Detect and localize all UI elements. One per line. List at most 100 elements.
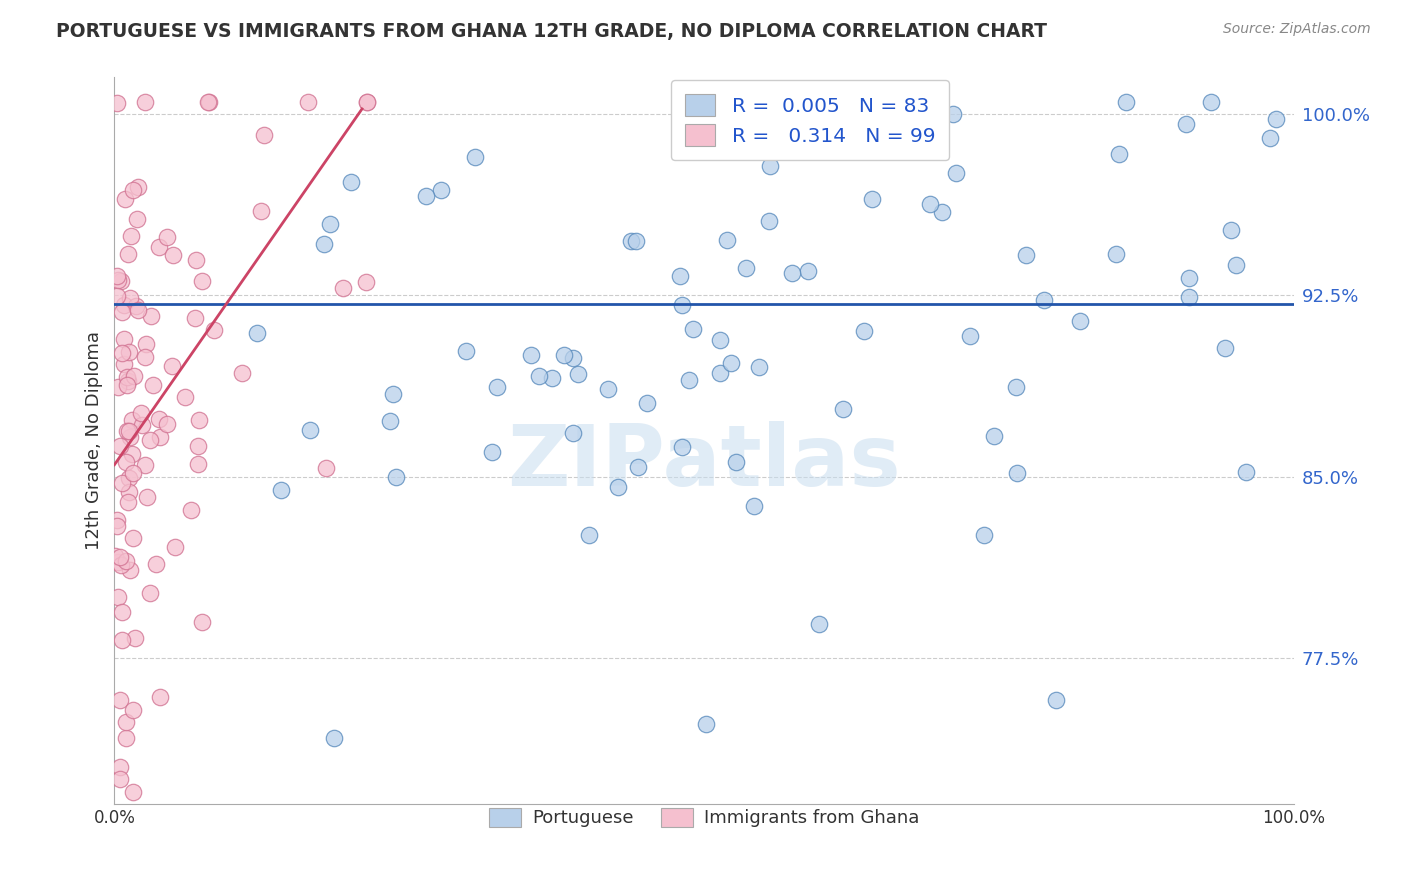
Point [1258,131,1281,145]
Point [112,357,135,371]
Point [197,95,219,109]
Point [125,299,148,313]
Point [107,272,129,286]
Point [598,382,620,396]
Point [1199,95,1222,109]
Point [202,323,225,337]
Point [356,95,378,109]
Point [145,557,167,571]
Point [110,772,132,787]
Point [385,470,408,484]
Point [111,305,134,319]
Point [115,424,138,438]
Point [188,413,211,427]
Point [782,266,804,280]
Point [105,269,128,284]
Point [134,95,156,109]
Point [121,413,143,427]
Point [356,95,378,109]
Point [148,412,170,426]
Point [758,214,780,228]
Point [1005,466,1028,480]
Point [114,193,136,207]
Point [115,731,138,746]
Point [1234,465,1257,479]
Point [671,297,693,311]
Point [561,425,583,440]
Point [117,375,139,389]
Point [668,268,690,283]
Point [111,476,134,491]
Point [110,550,132,565]
Point [246,326,269,341]
Point [115,370,138,384]
Point [156,417,179,431]
Point [973,528,995,542]
Point [567,367,589,381]
Point [162,247,184,261]
Point [191,615,214,630]
Point [742,499,765,513]
Point [138,586,160,600]
Point [121,447,143,461]
Point [231,367,253,381]
Point [430,183,453,197]
Point [1264,112,1286,126]
Point [118,424,141,438]
Point [197,95,219,109]
Point [180,503,202,517]
Point [122,784,145,798]
Point [520,348,543,362]
Point [139,309,162,323]
Point [122,183,145,197]
Point [127,180,149,194]
Point [720,356,742,370]
Point [135,490,157,504]
Point [709,366,731,380]
Point [807,616,830,631]
Point [339,175,361,189]
Point [783,95,806,109]
Point [381,387,404,401]
Point [110,760,132,774]
Point [108,440,131,454]
Point [716,233,738,247]
Point [184,311,207,326]
Y-axis label: 12th Grade, No Diploma: 12th Grade, No Diploma [86,331,103,550]
Point [118,485,141,500]
Point [709,333,731,347]
Point [481,445,503,459]
Point [1174,117,1197,131]
Point [270,483,292,497]
Point [704,95,727,109]
Point [127,212,149,227]
Point [415,188,437,202]
Point [1108,147,1130,161]
Point [354,275,377,289]
Point [896,95,918,109]
Point [1219,223,1241,237]
Point [620,234,643,248]
Point [1215,341,1237,355]
Point [931,205,953,219]
Point [110,274,132,288]
Point [107,555,129,569]
Point [627,460,650,475]
Point [832,401,855,416]
Point [527,368,550,383]
Point [464,150,486,164]
Point [135,337,157,351]
Point [118,344,141,359]
Point [120,229,142,244]
Point [134,458,156,472]
Point [111,632,134,647]
Point [730,95,752,109]
Point [959,329,981,343]
Point [139,433,162,447]
Point [253,128,276,142]
Point [142,377,165,392]
Point [156,230,179,244]
Text: ZIPatlas: ZIPatlas [508,421,901,504]
Point [454,344,477,359]
Point [105,513,128,527]
